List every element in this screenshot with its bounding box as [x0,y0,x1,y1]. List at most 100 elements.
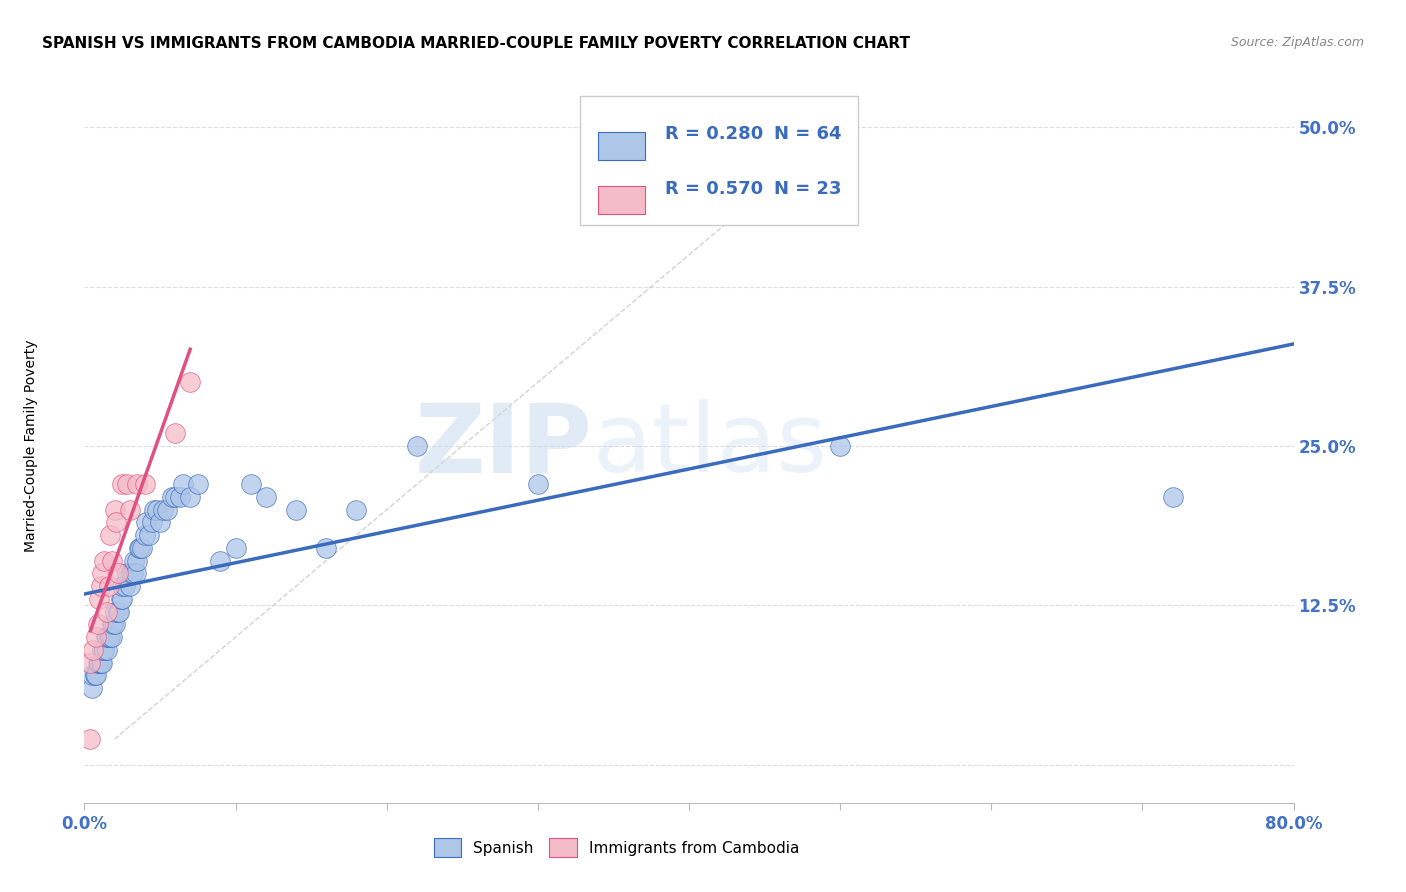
Point [118,502,141,516]
FancyBboxPatch shape [599,132,645,161]
Point [111,579,134,593]
Point [160,490,183,504]
Point [79,732,101,747]
Text: N = 23: N = 23 [773,180,841,198]
Point [98,630,121,644]
Point [91,656,114,670]
Point [830,439,852,453]
Point [90,656,112,670]
Point [285,502,308,516]
Point [128,541,150,555]
Point [346,502,368,516]
Point [100,630,122,644]
Point [134,528,156,542]
Point [89,656,111,670]
Point [110,591,132,606]
Point [527,477,550,491]
Point [100,617,122,632]
Point [114,579,136,593]
Point [84,668,107,682]
Point [115,566,138,581]
Point [138,528,160,542]
Point [94,630,117,644]
Point [315,541,337,555]
Point [89,656,111,670]
Point [142,502,165,516]
Point [134,477,156,491]
Point [80,668,103,682]
Point [101,617,124,632]
Point [82,643,104,657]
Point [90,579,112,593]
Point [97,579,120,593]
Point [80,681,103,695]
Point [127,477,149,491]
Point [93,643,115,657]
Point [156,502,179,516]
Point [118,579,141,593]
Point [79,656,101,670]
Point [179,490,201,504]
Point [120,566,142,581]
Text: R = 0.570: R = 0.570 [665,180,763,198]
Point [91,643,114,657]
Point [129,541,152,555]
Point [125,566,148,581]
Text: SPANISH VS IMMIGRANTS FROM CAMBODIA MARRIED-COUPLE FAMILY POVERTY CORRELATION CH: SPANISH VS IMMIGRANTS FROM CAMBODIA MARR… [42,36,910,51]
Point [172,477,194,491]
Point [141,516,163,530]
Point [93,643,115,657]
Text: Source: ZipAtlas.com: Source: ZipAtlas.com [1230,36,1364,49]
Point [105,516,128,530]
Point [93,554,115,568]
Point [86,630,108,644]
FancyBboxPatch shape [581,96,858,225]
Point [135,516,157,530]
Point [89,591,111,606]
Point [91,566,114,581]
Text: atlas: atlas [592,400,827,492]
Text: N = 64: N = 64 [773,125,841,143]
Text: R = 0.280: R = 0.280 [665,125,763,143]
Point [97,630,120,644]
Point [100,554,122,568]
Point [127,554,149,568]
Point [115,477,138,491]
Point [152,502,174,516]
Point [87,617,110,632]
Point [169,490,191,504]
Point [239,477,262,491]
Point [111,591,134,606]
Point [104,502,127,516]
Point [104,605,127,619]
Point [107,566,129,581]
Point [146,502,169,516]
Point [149,516,172,530]
Point [187,477,209,491]
Point [122,554,145,568]
Point [86,668,108,682]
Point [179,376,201,390]
Text: Married-Couple Family Poverty: Married-Couple Family Poverty [24,340,38,552]
Point [96,643,118,657]
Point [225,541,247,555]
Point [111,477,134,491]
FancyBboxPatch shape [599,186,645,214]
Point [96,630,118,644]
Point [254,490,277,504]
Point [131,541,153,555]
Point [121,566,143,581]
Point [87,656,110,670]
Point [165,490,187,504]
Legend: Spanish, Immigrants from Cambodia: Spanish, Immigrants from Cambodia [427,832,806,863]
Point [98,528,121,542]
Point [406,439,429,453]
Point [108,605,131,619]
Point [209,554,232,568]
Point [96,605,118,619]
Point [104,617,127,632]
Point [1161,490,1184,504]
Text: ZIP: ZIP [415,400,592,492]
Point [107,605,129,619]
Point [165,426,187,441]
